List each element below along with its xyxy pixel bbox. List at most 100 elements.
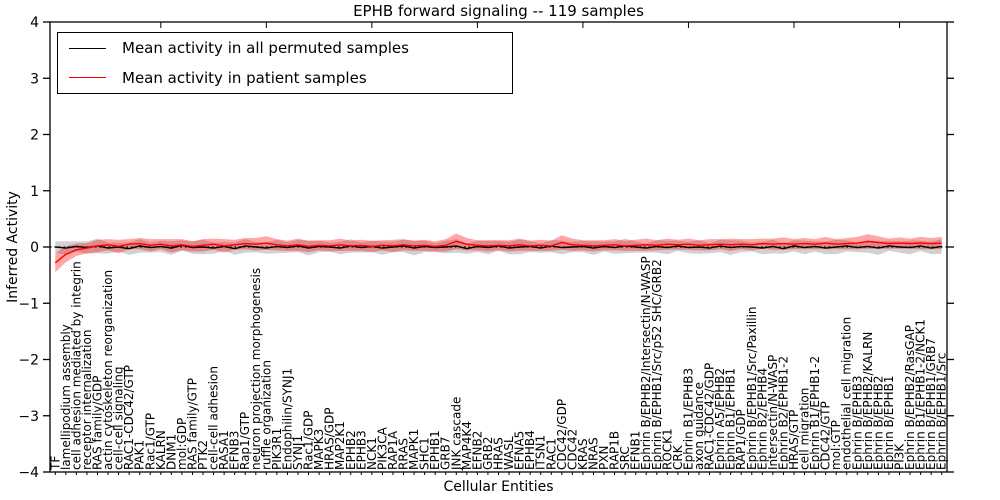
legend-item: Mean activity in all permuted samples <box>58 34 512 62</box>
x-tick-label: Rap1/GTP <box>238 412 252 470</box>
y-tick-label: −3 <box>18 409 39 425</box>
x-tick-label: MAP4K4 <box>460 421 474 470</box>
x-tick-label: SHC1 <box>418 437 432 470</box>
x-tick-label: RAS family/GDP <box>91 376 105 470</box>
x-tick-label: KALRN <box>154 430 168 470</box>
legend-label: Mean activity in patient samples <box>122 68 367 87</box>
x-tick-label: MAPK3 <box>312 429 326 470</box>
x-tick-label: EPHB4 <box>523 430 537 470</box>
x-tick-label: MAP2K1 <box>333 421 347 470</box>
patient-line <box>54 240 942 264</box>
x-tick-label: GRB7 <box>439 436 453 470</box>
patient-band <box>55 233 942 273</box>
x-tick-label: CDC42/GDP <box>555 399 569 470</box>
x-tick-label: RAC1-CDC42/GDP <box>703 363 717 470</box>
x-tick-label: Ephrin B1/EPHB1 <box>724 368 738 470</box>
x-tick-label: EFNB3 <box>228 431 242 470</box>
x-tick-label: Ephrin B2/EPHB4 <box>755 368 769 470</box>
x-tick-label: cell-cell adhesion <box>207 366 221 470</box>
y-tick-label: 2 <box>30 128 39 144</box>
permuted-band <box>55 238 942 256</box>
legend: Mean activity in all permuted samples Me… <box>57 32 513 94</box>
x-tick-label: HRAS <box>492 437 506 470</box>
x-tick-label: MAPK1 <box>407 429 421 470</box>
x-tick-label: RASA1 <box>217 430 231 470</box>
x-tick-label: EPHB3 <box>354 430 368 470</box>
x-tick-label: CDC42 <box>565 429 579 470</box>
x-tick-label: ruffle organization <box>259 360 273 470</box>
x-tick-label: axon guidance <box>692 382 706 470</box>
y-tick-label: 3 <box>30 71 39 87</box>
x-tick-label: Intersectin/N-WASP <box>766 355 780 470</box>
x-tick-label: Ephrin A5/EPHB2 <box>713 368 727 470</box>
x-tick-label: ROCK1 <box>660 428 674 470</box>
x-tick-label: RAC1-CDC42/GTP <box>122 365 136 470</box>
x-tick-label: Ephrin B/EPHB1/Src/Paxillin <box>745 306 759 470</box>
x-tick-label: Ephrin B/EPHB2/RasGAP <box>903 325 917 470</box>
x-tick-label: PIK3R1 <box>270 428 284 470</box>
x-tick-label: cell migration <box>798 388 812 470</box>
x-tick-label: TF <box>48 456 62 471</box>
x-tick-label: EFNB2 <box>470 431 484 470</box>
x-tick-label: lamellipodium assembly <box>59 324 73 470</box>
x-tick-label: EPHB1 <box>428 430 442 470</box>
patient-line-swatch <box>69 77 106 79</box>
x-tick-label: HRAS/GTP <box>787 410 801 470</box>
y-tick-label: −2 <box>18 353 39 369</box>
y-tick-label: 1 <box>30 184 39 200</box>
x-tick-label: Ephrin B1/EPHB3 <box>682 368 696 470</box>
x-tick-label: receptor internalization <box>80 330 94 470</box>
x-tick-label: Ephrin B1/EPHB1-2 <box>808 356 822 470</box>
x-tick-label: SRC <box>618 446 632 470</box>
x-tick-label: Ephrin B/EPHB2 <box>871 376 885 470</box>
x-tick-label: ITSN1 <box>534 435 548 470</box>
x-tick-label: DNM1 <box>164 434 178 470</box>
x-tick-label: PI3K <box>893 443 907 470</box>
x-tick-label: PXN <box>597 446 611 470</box>
x-tick-label: EFNB1 <box>629 431 643 470</box>
x-tick-label: HRAS/GDP <box>323 407 337 470</box>
x-tick-label: neuron projection morphogenesis <box>249 268 263 470</box>
y-tick-label: 0 <box>30 240 39 256</box>
x-tick-label: RAS family/GTP <box>186 378 200 470</box>
permuted-line-swatch <box>69 47 106 49</box>
x-tick-label: EFNA5 <box>513 431 527 470</box>
x-tick-label: endothelial cell migration <box>840 317 854 470</box>
x-tick-label: Ephrin B1/EPHB1-2/NCK1 <box>914 319 928 470</box>
x-tick-label: WASL <box>502 436 516 470</box>
x-tick-label: Ephrin B/EPHB1/Src/p52 SHC/GRB2 <box>650 259 664 470</box>
x-tick-label: CRK <box>671 444 685 470</box>
x-tick-label: Endophilin/SYNJ1 <box>280 368 294 470</box>
x-tick-label: RAC1 <box>544 438 558 470</box>
x-tick-label: NRAS <box>587 437 601 470</box>
y-axis-label: Inferred Activity <box>5 191 21 303</box>
x-tick-label: PTK2 <box>196 440 210 470</box>
y-tick-label: −4 <box>18 465 39 481</box>
x-tick-label: Rac1/GTP <box>143 413 157 470</box>
x-tick-label: GRB2 <box>481 436 495 470</box>
x-tick-label: CDC42/GTP <box>819 401 833 470</box>
x-tick-label: mol:GDP <box>175 418 189 470</box>
chart-title: EPHB forward signaling -- 119 samples <box>353 2 644 20</box>
x-tick-label: RRAS <box>397 438 411 470</box>
x-tick-label: RAP1/GDP <box>734 409 748 470</box>
y-tick-label: −1 <box>18 296 39 312</box>
x-axis-label: Cellular Entities <box>443 479 554 495</box>
x-tick-label: Ephrin B/EPHB1/GRB7 <box>924 338 938 470</box>
x-tick-label: JNK cascade <box>449 397 463 471</box>
x-tick-label: PAK1 <box>133 440 147 470</box>
x-tick-label: cell adhesion mediated by integrin <box>69 261 83 470</box>
y-tick-label: 4 <box>30 15 39 31</box>
x-tick-label: EPHB2 <box>344 430 358 470</box>
x-tick-label: mol:GTP <box>829 420 843 470</box>
x-tick-label: SYNJ1 <box>291 435 305 470</box>
x-tick-label: Ephrin B/EPHB1/Src <box>935 353 949 470</box>
x-tick-label: Ephrin B/EPHB2/KALRN <box>861 332 875 470</box>
x-tick-label: NCK1 <box>365 437 379 470</box>
x-tick-label: cell-cell signaling <box>112 367 126 471</box>
x-tick-label: Ephrin B/EPHB1 <box>882 376 896 470</box>
legend-label: Mean activity in all permuted samples <box>122 39 409 58</box>
legend-item: Mean activity in patient samples <box>58 64 512 92</box>
